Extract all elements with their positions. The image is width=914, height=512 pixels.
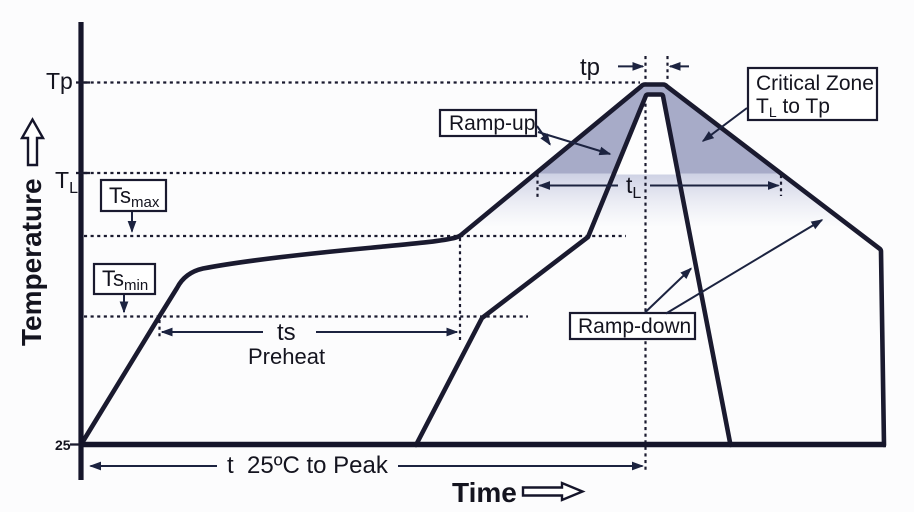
x-axis-title: Time <box>452 477 517 508</box>
profile-curve-outer <box>79 82 887 448</box>
tp-measure-label: tp <box>580 54 600 81</box>
ts-measure-label: ts <box>277 319 296 346</box>
critical-zone-label-line1: Critical Zone <box>756 72 874 95</box>
critical-zone-label-box <box>746 66 879 122</box>
ramp-down-pointer-arrow-inner <box>644 267 693 314</box>
ramp-down-label: Ramp-down <box>578 315 691 338</box>
ramp-up-label: Ramp-up <box>449 112 535 135</box>
ramp-up-pointer-arrow-outer <box>536 125 551 146</box>
ramp-down-pointer-arrow-outer <box>665 219 824 315</box>
tsmin-label: Tsmin <box>102 266 148 294</box>
inner-peak-whiteout <box>614 96 678 175</box>
y-axis-title: Temperature <box>16 178 47 346</box>
tsmax-label-box <box>99 178 168 213</box>
origin-25-label: 25 <box>55 437 71 453</box>
tl-measure-label: tL <box>626 172 641 202</box>
time-right-arrow-icon <box>521 481 586 502</box>
ramp-up-label-box <box>438 108 538 138</box>
ramp-down-label-box <box>568 311 697 341</box>
tl-level-label: TL <box>55 167 78 197</box>
liquidus-band-shading <box>458 173 862 236</box>
critical-zone-pointer-arrow <box>701 107 748 142</box>
tp-level-label: Tp <box>46 68 73 94</box>
time-to-peak-label: t 25ºC to Peak <box>227 452 389 479</box>
preheat-label: Preheat <box>248 344 325 369</box>
ramp-up-pointer-arrow-inner <box>537 131 612 156</box>
tsmax-label: Tsmax <box>109 183 160 211</box>
temperature-up-arrow-icon <box>19 117 46 167</box>
tsmin-label-box <box>92 262 157 296</box>
critical-zone-label-line2: TL to Tp <box>756 95 830 120</box>
profile-curve-inner <box>413 92 733 448</box>
